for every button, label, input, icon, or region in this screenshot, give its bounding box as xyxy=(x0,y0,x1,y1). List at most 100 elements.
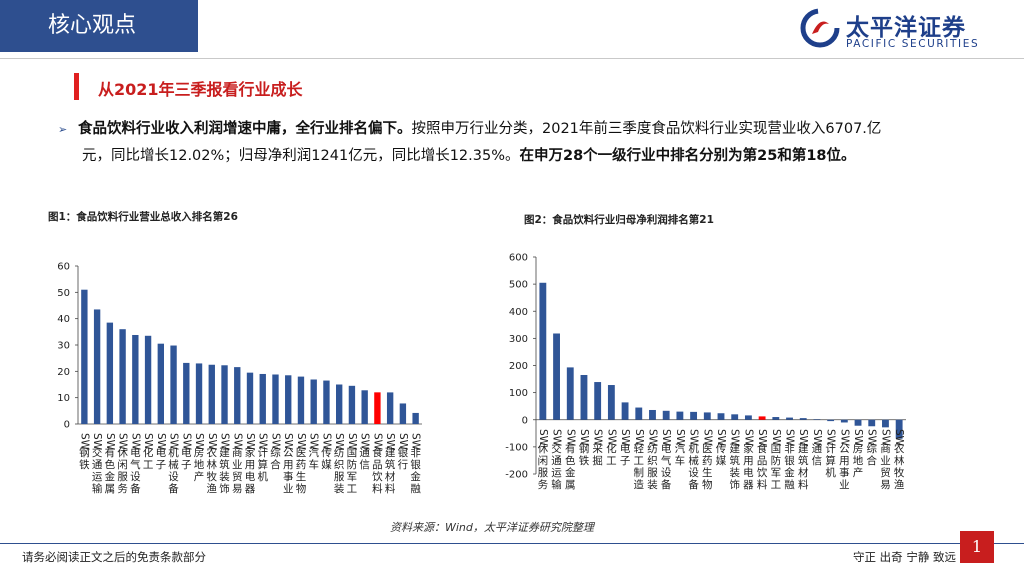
category-label-char: 生 xyxy=(702,466,713,479)
category-label-char: 信 xyxy=(812,455,823,467)
category-label-char: 筑 xyxy=(729,454,740,467)
category-label-char: 运 xyxy=(92,471,103,483)
bar-2-17 xyxy=(772,417,780,420)
category-label-char: 电 xyxy=(245,470,256,483)
category-label-char: 算 xyxy=(257,458,268,471)
category-label-char: 输 xyxy=(551,478,562,491)
logo-icon xyxy=(800,8,840,48)
chart1-title: 图1：食品饮料行业营业总收入排名第26 xyxy=(48,211,238,223)
category-label-char: 汽 xyxy=(308,446,319,459)
category-label-char: 生 xyxy=(296,470,307,483)
category-label-char: 纺 xyxy=(647,442,658,455)
category-label-char: 通 xyxy=(812,443,823,455)
category-label: SW xyxy=(219,433,231,451)
bar-2-13 xyxy=(717,413,725,420)
category-label-char: 信 xyxy=(359,459,370,471)
category-label: SW xyxy=(295,433,307,451)
category-label-char: 饰 xyxy=(219,482,230,495)
bar-1-7 xyxy=(170,345,177,424)
category-label-char: 设 xyxy=(688,467,699,479)
summary-text-2: 元，同比增长12.02%；归母净利润1241亿元，同比增长12.35%。 xyxy=(82,148,520,164)
category-label-char: 化 xyxy=(143,446,154,459)
category-label: SW xyxy=(117,433,129,451)
category-label-char: 色 xyxy=(565,454,576,467)
y-tick-label: 10 xyxy=(57,393,70,404)
footer-disclaimer: 请务必阅读正文之后的免责条款部分 xyxy=(22,550,206,564)
category-label-char: 事 xyxy=(839,466,850,479)
category-label: SW xyxy=(784,429,796,447)
category-label-char: 材 xyxy=(385,470,396,483)
category-label-char: 子 xyxy=(181,459,192,471)
category-label-char: 药 xyxy=(296,459,307,471)
category-label-char: 设 xyxy=(130,471,141,483)
bar-1-14 xyxy=(259,373,266,424)
logo-chinese-name: 太平洋证券 xyxy=(846,15,966,41)
category-label-char: 工 xyxy=(606,455,617,467)
category-label-char: 气 xyxy=(130,458,141,471)
category-label-char: 非 xyxy=(784,443,795,455)
bar-2-0 xyxy=(539,282,547,420)
category-label-char: 务 xyxy=(117,482,128,495)
y-tick-label: 40 xyxy=(57,314,70,325)
y-tick-label: -100 xyxy=(505,442,528,453)
category-label-char: 汽 xyxy=(675,442,686,455)
bar-1-12 xyxy=(234,367,241,424)
bar-2-14 xyxy=(731,414,739,420)
bar-2-4 xyxy=(594,382,602,420)
category-label-char: 易 xyxy=(880,479,891,491)
bar-2-21 xyxy=(827,419,835,422)
bar-2-23 xyxy=(854,419,862,426)
category-label-char: 制 xyxy=(634,466,645,479)
category-label-char: 机 xyxy=(825,466,836,479)
bar-2-12 xyxy=(703,412,711,420)
bar-1-1 xyxy=(93,309,101,424)
category-label-char: 服 xyxy=(334,471,345,483)
category-label-char: 设 xyxy=(661,467,672,479)
category-label-char: 医 xyxy=(702,443,713,455)
category-label-char: 料 xyxy=(798,478,809,491)
category-label-char: 器 xyxy=(743,479,754,491)
category-label-char: 备 xyxy=(130,482,141,495)
category-label: SW xyxy=(756,429,768,447)
y-tick-label: 20 xyxy=(57,367,70,378)
category-label: SW xyxy=(893,429,905,447)
category-label-char: 房 xyxy=(853,442,864,455)
category-label: SW xyxy=(359,433,371,451)
bar-1-24 xyxy=(386,392,394,424)
bar-1-8 xyxy=(183,362,190,424)
category-label-char: 筑 xyxy=(798,454,809,467)
bar-1-4 xyxy=(132,334,139,424)
category-label: SW xyxy=(308,433,320,451)
y-tick-label: 60 xyxy=(57,262,70,273)
y-tick-label: 200 xyxy=(509,361,528,372)
bar-2-26 xyxy=(895,419,903,439)
category-label-char: 国 xyxy=(347,447,358,459)
bar-2-9 xyxy=(662,410,670,420)
category-label-char: 属 xyxy=(105,483,116,495)
category-label: SW xyxy=(91,433,103,451)
category-label-char: 料 xyxy=(372,482,383,495)
category-label: SW xyxy=(384,433,396,451)
category-label-char: 休 xyxy=(538,443,549,455)
category-label-char: 机 xyxy=(257,470,268,483)
category-label-char: 金 xyxy=(105,470,116,483)
category-label-char: 服 xyxy=(117,471,128,483)
category-label-char: 业 xyxy=(880,455,891,467)
category-label-char: 贸 xyxy=(880,467,891,479)
category-label: SW xyxy=(605,429,617,447)
category-label-char: 机 xyxy=(168,446,179,459)
category-label: SW xyxy=(551,429,563,447)
category-label-char: 渔 xyxy=(207,483,218,495)
category-label-char: 食 xyxy=(372,446,383,459)
category-label: SW xyxy=(742,429,754,447)
bar-2-24 xyxy=(868,419,876,427)
logo-english-name: PACIFIC SECURITIES xyxy=(846,38,980,50)
category-label-char: 筑 xyxy=(219,458,230,471)
category-label-char: 掘 xyxy=(592,454,603,467)
category-label-char: 建 xyxy=(798,442,809,455)
bar-1-26 xyxy=(412,412,419,424)
category-label-char: 务 xyxy=(538,478,549,491)
category-label-char: 有 xyxy=(105,446,116,459)
y-tick-label: 500 xyxy=(509,280,528,291)
category-label-char: 工 xyxy=(634,455,645,467)
